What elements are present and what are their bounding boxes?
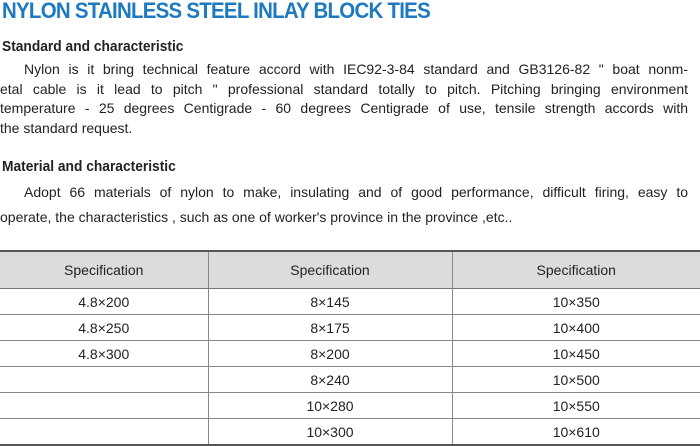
material-paragraph: Adopt 66 materials of nylon to make, ins… bbox=[0, 180, 688, 230]
column-header: Specification bbox=[451, 250, 700, 289]
table-cell bbox=[0, 418, 208, 446]
table-cell: 4.8×200 bbox=[0, 288, 208, 315]
table-cell: 10×300 bbox=[207, 418, 452, 446]
table-cell: 10×550 bbox=[451, 392, 700, 419]
section-heading-standard: Standard and characteristic bbox=[2, 39, 184, 55]
table-row: 4.8×200 8×145 10×350 bbox=[0, 288, 700, 315]
table-cell bbox=[0, 366, 208, 393]
table-cell: 8×175 bbox=[207, 314, 452, 341]
table-cell: 10×450 bbox=[451, 340, 700, 367]
table-row: 10×300 10×610 bbox=[0, 418, 700, 446]
section-heading-material: Material and characteristic bbox=[2, 159, 176, 175]
paragraph-line: Adopt 66 materials of nylon to make, ins… bbox=[24, 184, 688, 200]
column-header: Specification bbox=[207, 250, 452, 289]
table-row: 8×240 10×500 bbox=[0, 366, 700, 393]
paragraph-line: operate, the characteristics , such as o… bbox=[0, 209, 513, 225]
paragraph-line: the standard request. bbox=[0, 119, 133, 136]
table-row: 4.8×250 8×175 10×400 bbox=[0, 314, 700, 341]
paragraph-line: temperature - 25 degrees Centigrade - 60… bbox=[0, 100, 688, 116]
paragraph-line: Nylon is it bring technical feature acco… bbox=[24, 61, 688, 77]
standard-paragraph: Nylon is it bring technical feature acco… bbox=[0, 60, 688, 138]
specification-table: Specification Specification Specificatio… bbox=[0, 250, 700, 446]
table-cell: 10×610 bbox=[451, 418, 700, 446]
table-cell: 10×400 bbox=[451, 314, 700, 341]
table-cell bbox=[0, 392, 208, 419]
table-row: 10×280 10×550 bbox=[0, 392, 700, 419]
table-cell: 4.8×300 bbox=[0, 340, 208, 367]
table-header-row: Specification Specification Specificatio… bbox=[0, 250, 700, 289]
table-cell: 10×500 bbox=[451, 366, 700, 393]
table-cell: 8×145 bbox=[207, 288, 452, 315]
table-row: 4.8×300 8×200 10×450 bbox=[0, 340, 700, 367]
table-cell: 10×280 bbox=[207, 392, 452, 419]
paragraph-line: etal cable is it lead to pitch " profess… bbox=[0, 80, 688, 97]
table-cell: 8×200 bbox=[207, 340, 452, 367]
column-header: Specification bbox=[0, 250, 208, 289]
table-cell: 10×350 bbox=[451, 288, 700, 315]
page-title: NYLON STAINLESS STEEL INLAY BLOCK TIES bbox=[2, 0, 431, 23]
table-cell: 4.8×250 bbox=[0, 314, 208, 341]
table-cell: 8×240 bbox=[207, 366, 452, 393]
